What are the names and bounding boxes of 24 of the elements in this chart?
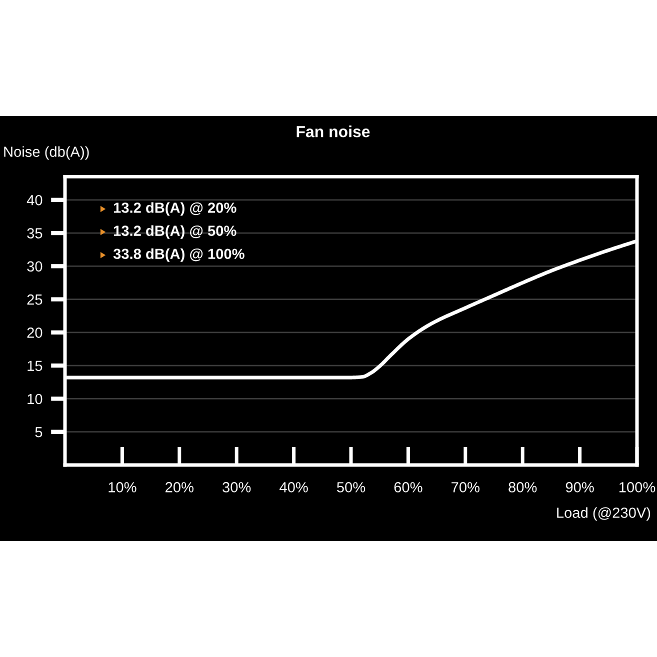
chart-title: Fan noise [296, 126, 370, 138]
x-tick-label: 80% [508, 482, 537, 492]
x-tick-label: 30% [222, 482, 251, 492]
y-tick-label: 35 [27, 228, 42, 238]
y-axis-title: Noise (db(A)) [4, 146, 89, 160]
x-tick-label: 50% [336, 482, 366, 492]
y-tick-label: 40 [26, 194, 42, 206]
y-tick-label: 25 [27, 294, 42, 305]
annotation: 33.8 dB(A) @ 100% [113, 248, 244, 262]
x-tick-label: 40% [280, 482, 308, 492]
x-tick-label: 20% [166, 482, 194, 492]
y-tick-label: 30 [27, 261, 42, 272]
annotation: 13.2 dB(A) @ 20% [114, 202, 236, 216]
y-tick-label: 10 [28, 394, 42, 404]
x-tick-label: 100% [619, 482, 656, 492]
x-tick-label: 10% [108, 482, 136, 492]
x-tick-label: 60% [394, 482, 422, 492]
x-tick-label: 70% [452, 482, 480, 492]
x-tick-label: 90% [566, 482, 594, 492]
annotation: 13.2 dB(A) @ 50% [114, 225, 236, 239]
x-axis-title: Load (@230V) [557, 507, 650, 521]
y-tick-label: 20 [27, 328, 42, 338]
y-tick-label: 5 [35, 427, 42, 438]
y-tick-label: 15 [28, 360, 42, 372]
